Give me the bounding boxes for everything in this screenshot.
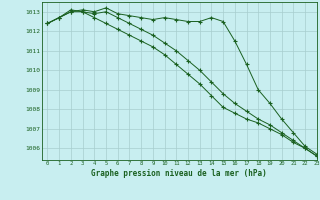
X-axis label: Graphe pression niveau de la mer (hPa): Graphe pression niveau de la mer (hPa) <box>91 169 267 178</box>
